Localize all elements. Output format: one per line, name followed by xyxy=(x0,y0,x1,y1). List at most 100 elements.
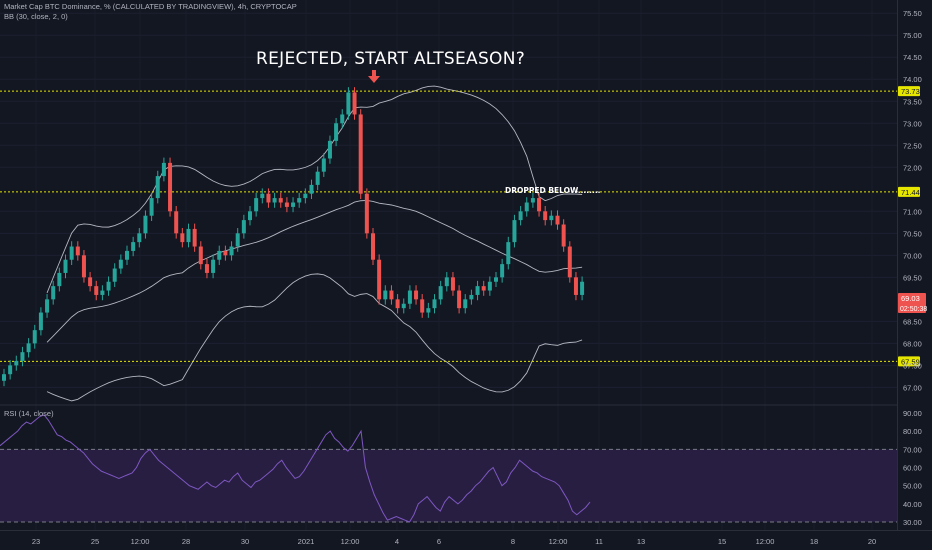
rsi-tick-label: 90.00 xyxy=(903,409,922,418)
bb-indicator-label[interactable]: BB (30, close, 2, 0) xyxy=(4,12,68,21)
candle-body xyxy=(248,211,252,221)
price-tick-label: 72.00 xyxy=(903,163,922,172)
rsi-indicator-label[interactable]: RSI (14, close) xyxy=(4,409,54,418)
time-tick-label: 12:00 xyxy=(549,537,568,546)
price-tick-label: 68.50 xyxy=(903,317,922,326)
horizontal-levels: 73.73 71.44 67.59 69.03 02:50:38 xyxy=(0,86,927,367)
time-tick-label: 11 xyxy=(595,537,603,546)
rsi-line xyxy=(0,414,591,523)
candle-body xyxy=(20,352,25,361)
price-tick-label: 71.00 xyxy=(903,207,922,216)
candle-body xyxy=(88,277,93,287)
annotation-dropped-below: DROPPED BELOW........ xyxy=(505,186,601,195)
candle-body xyxy=(204,264,209,273)
time-tick-label: 15 xyxy=(718,537,726,546)
rsi-tick-label: 70.00 xyxy=(903,445,922,454)
candle-body xyxy=(401,303,406,309)
level-label-box xyxy=(898,86,920,97)
candle-body xyxy=(125,250,129,260)
time-tick-label: 6 xyxy=(437,537,441,546)
candle-body xyxy=(69,246,74,260)
annotation-rejected: REJECTED, START ALTSEASON? xyxy=(256,49,526,69)
rsi-pane: 30.00 40.00 50.00 60.00 70.00 80.00 90.00 xyxy=(0,409,922,527)
candle-body xyxy=(555,215,560,225)
rejection-arrow xyxy=(368,70,380,83)
candle-body xyxy=(198,246,203,265)
candle-body xyxy=(327,140,332,159)
candle-body xyxy=(223,250,228,256)
candle-body xyxy=(371,233,375,260)
candle-body xyxy=(450,277,455,291)
candle-body xyxy=(235,233,240,247)
candle-body xyxy=(168,162,173,212)
candle-body xyxy=(475,286,480,295)
candle-body xyxy=(32,330,37,344)
level-label-box xyxy=(898,186,920,197)
candle-body xyxy=(487,281,492,291)
candle-body xyxy=(131,242,136,251)
candle-body xyxy=(38,312,43,331)
candle-body xyxy=(266,193,271,203)
candle-body xyxy=(291,202,296,207)
candle-body xyxy=(272,198,277,203)
candle-body xyxy=(358,114,363,194)
candle-body xyxy=(75,246,80,256)
candle-body xyxy=(2,374,6,381)
time-tick-label: 18 xyxy=(810,537,818,546)
candle-body xyxy=(340,114,345,124)
candles xyxy=(2,87,585,387)
bollinger-bands xyxy=(46,85,583,402)
candle-body xyxy=(420,299,425,313)
axes: 67.00 67.50 68.00 68.50 69.50 70.00 70.50 71.00… xyxy=(32,9,922,546)
level-label-box xyxy=(898,356,920,367)
bb-middle-line xyxy=(46,199,583,343)
candle-body xyxy=(161,162,166,177)
candle-body xyxy=(63,259,68,273)
price-tick-label: 75.00 xyxy=(903,31,922,40)
candle-body xyxy=(334,123,339,141)
candle-body xyxy=(174,211,179,234)
candle-body xyxy=(407,290,412,304)
candle-body xyxy=(106,281,111,291)
candle-body xyxy=(309,184,314,194)
candle-body xyxy=(469,294,474,300)
candle-body xyxy=(254,198,259,212)
time-tick-label: 28 xyxy=(182,537,190,546)
candle-body xyxy=(500,264,505,278)
price-tick-label: 67.00 xyxy=(903,383,922,392)
candle-body xyxy=(14,360,19,366)
candle-body xyxy=(315,171,320,185)
candle-body xyxy=(192,228,197,247)
candle-body xyxy=(377,259,382,300)
price-tick-label: 70.50 xyxy=(903,229,922,238)
candle-body xyxy=(284,202,289,207)
candle-body xyxy=(260,193,265,199)
time-tick-label: 4 xyxy=(395,537,399,546)
price-tick-label: 67.50 xyxy=(903,361,922,370)
candle-body xyxy=(426,308,431,313)
time-tick-label: 23 xyxy=(32,537,40,546)
candle-body xyxy=(580,281,585,295)
time-tick-label: 12:00 xyxy=(341,537,360,546)
price-tick-label: 73.00 xyxy=(903,119,922,128)
candle-body xyxy=(143,215,148,234)
candle-body xyxy=(303,193,308,199)
candle-body xyxy=(463,299,468,309)
candle-body xyxy=(573,277,578,295)
time-tick-label: 12:00 xyxy=(131,537,150,546)
candle-body xyxy=(118,259,123,269)
candle-body xyxy=(537,198,542,212)
candle-body xyxy=(364,193,369,234)
price-tick-label: 68.00 xyxy=(903,339,922,348)
rsi-tick-label: 80.00 xyxy=(903,427,922,436)
candle-body xyxy=(155,176,160,199)
price-tick-label: 74.00 xyxy=(903,75,922,84)
candle-body xyxy=(217,250,222,260)
rsi-tick-label: 40.00 xyxy=(903,500,922,509)
price-tick-label: 75.50 xyxy=(903,9,922,18)
candle-body xyxy=(51,286,56,300)
arrow-head xyxy=(368,76,380,83)
arrow-shaft xyxy=(372,70,376,76)
bar-countdown: 02:50:38 xyxy=(900,306,927,313)
